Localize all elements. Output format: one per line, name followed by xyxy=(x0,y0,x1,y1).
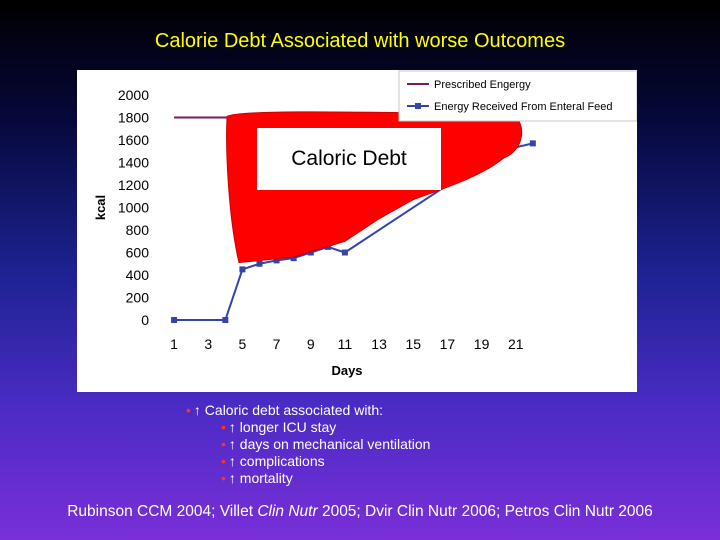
x-tick-label: 3 xyxy=(204,336,212,352)
y-tick-label: 1600 xyxy=(118,132,149,148)
ref-journal-italic: Clin Nutr xyxy=(257,503,318,520)
slide-title: Calorie Debt Associated with worse Outco… xyxy=(154,30,566,52)
received-energy-point xyxy=(529,140,536,147)
y-tick-label: 600 xyxy=(126,245,150,261)
y-tick-label: 0 xyxy=(141,312,149,328)
bullet-mortality: ↑ mortality xyxy=(228,470,293,486)
caloric-debt-label-box xyxy=(257,128,441,190)
bullet-complications: ↑ complications xyxy=(228,453,325,469)
x-tick-label: 17 xyxy=(440,336,456,352)
legend-label: Energy Received From Enteral Feed xyxy=(434,101,613,113)
received-energy-point xyxy=(256,260,263,267)
y-tick-label: 1400 xyxy=(118,155,149,171)
received-energy-point xyxy=(273,257,280,264)
bullet-sub: • ↑ complications xyxy=(186,453,430,470)
references: Rubinson CCM 2004; Villet Clin Nutr 2005… xyxy=(0,503,720,521)
bullet-sub: • ↑ mortality xyxy=(186,470,430,487)
ref-part-1: Rubinson CCM 2004; Villet xyxy=(67,503,258,520)
bullet-main: • ↑ Caloric debt associated with: xyxy=(186,402,430,419)
bullet-marker: • xyxy=(221,453,226,469)
y-tick-label: 800 xyxy=(126,222,150,238)
x-tick-label: 7 xyxy=(273,336,281,352)
x-tick-label: 19 xyxy=(474,336,490,352)
received-energy-point xyxy=(307,249,314,256)
y-axis-label: kcal xyxy=(93,195,108,220)
x-tick-label: 5 xyxy=(239,336,247,352)
received-energy-point xyxy=(171,317,178,323)
x-tick-label: 21 xyxy=(508,336,524,352)
legend-marker xyxy=(415,103,421,109)
bullet-sub: • ↑ longer ICU stay xyxy=(186,419,430,436)
y-tick-label: 1800 xyxy=(118,110,149,126)
x-tick-label: 1 xyxy=(170,336,178,352)
x-tick-label: 13 xyxy=(371,336,387,352)
y-tick-label: 2000 xyxy=(118,87,149,103)
received-energy-point xyxy=(239,266,246,273)
bullet-marker: • xyxy=(221,470,226,486)
ref-part-2: 2005; Dvir Clin Nutr 2006; Petros Clin N… xyxy=(317,503,653,520)
bullet-main-text: ↑ Caloric debt associated with: xyxy=(193,402,383,418)
caloric-debt-label: Caloric Debt xyxy=(291,147,407,170)
legend-label: Prescribed Engergy xyxy=(434,79,531,91)
bullet-sub: • ↑ days on mechanical ventilation xyxy=(186,436,430,453)
received-energy-point xyxy=(222,317,229,323)
chart-panel: Caloric Debt 0 200 400 600 800 1000 1200 1400 16… xyxy=(77,70,637,392)
bullet-ventilation: ↑ days on mechanical ventilation xyxy=(228,436,431,452)
bullet-marker: • xyxy=(221,419,226,435)
calorie-chart: Caloric Debt 0 200 400 600 800 1000 1200 1400 16… xyxy=(93,70,637,378)
y-tick-label: 200 xyxy=(126,290,150,306)
legend-box xyxy=(398,70,637,122)
x-axis-label: Days xyxy=(331,363,362,378)
x-tick-label: 9 xyxy=(307,336,315,352)
y-tick-label: 1200 xyxy=(118,177,149,193)
bullet-marker: • xyxy=(221,436,226,452)
bullet-marker: • xyxy=(186,402,191,418)
received-energy-point xyxy=(290,255,297,262)
bullet-icu-stay: ↑ longer ICU stay xyxy=(228,419,337,435)
x-tick-label: 11 xyxy=(338,336,353,352)
y-tick-label: 400 xyxy=(126,267,150,283)
x-tick-label: 15 xyxy=(405,336,421,352)
y-tick-label: 1000 xyxy=(118,200,149,216)
outcome-bullets: • ↑ Caloric debt associated with: • ↑ long… xyxy=(186,402,430,487)
received-energy-point xyxy=(341,249,348,256)
